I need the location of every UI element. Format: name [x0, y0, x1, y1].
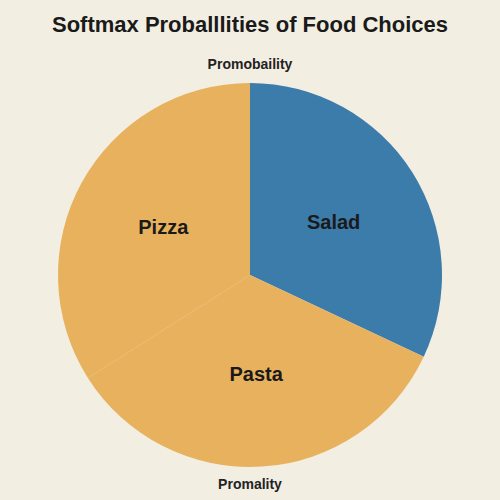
svg-text:Softmax Proballlities of Food: Softmax Proballlities of Food Choices — [52, 12, 448, 37]
svg-text:Pizza: Pizza — [138, 216, 189, 238]
svg-text:Promality: Promality — [218, 476, 282, 492]
svg-text:Promobaility: Promobaility — [208, 56, 293, 72]
svg-text:Pasta: Pasta — [230, 363, 284, 385]
svg-text:Salad: Salad — [307, 211, 360, 233]
